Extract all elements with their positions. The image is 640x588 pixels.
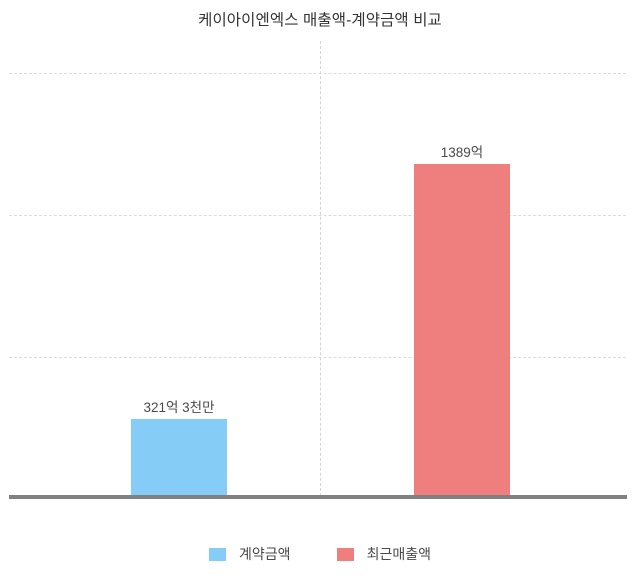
plot-area: 321억 3천만 1389억 bbox=[9, 41, 627, 499]
legend-swatch-icon-contract bbox=[209, 547, 227, 561]
legend-item-recent-revenue[interactable]: 최근매출액 bbox=[336, 544, 431, 564]
bar-contract-amount[interactable] bbox=[131, 419, 227, 496]
gridline-middle bbox=[9, 215, 626, 216]
legend-label-recent-revenue: 최근매출액 bbox=[366, 546, 431, 562]
bar-recent-revenue[interactable] bbox=[414, 164, 510, 496]
chart-legend: 계약금액 최근매출액 bbox=[0, 544, 640, 564]
gridline-lower bbox=[9, 357, 626, 358]
bars-layer bbox=[131, 164, 510, 496]
legend-swatch-icon-revenue bbox=[336, 547, 354, 561]
x-axis-line bbox=[9, 495, 627, 499]
category-divider-line bbox=[320, 41, 321, 496]
chart-title: 케이아이엔엑스 매출액-계약금액 비교 bbox=[198, 12, 442, 29]
legend-label-contract-amount: 계약금액 bbox=[239, 546, 291, 562]
legend-item-contract-amount[interactable]: 계약금액 bbox=[209, 544, 291, 564]
data-label-recent-revenue: 1389억 bbox=[440, 145, 484, 160]
gridline-top bbox=[9, 73, 626, 74]
data-label-contract-amount: 321억 3천만 bbox=[143, 400, 215, 415]
